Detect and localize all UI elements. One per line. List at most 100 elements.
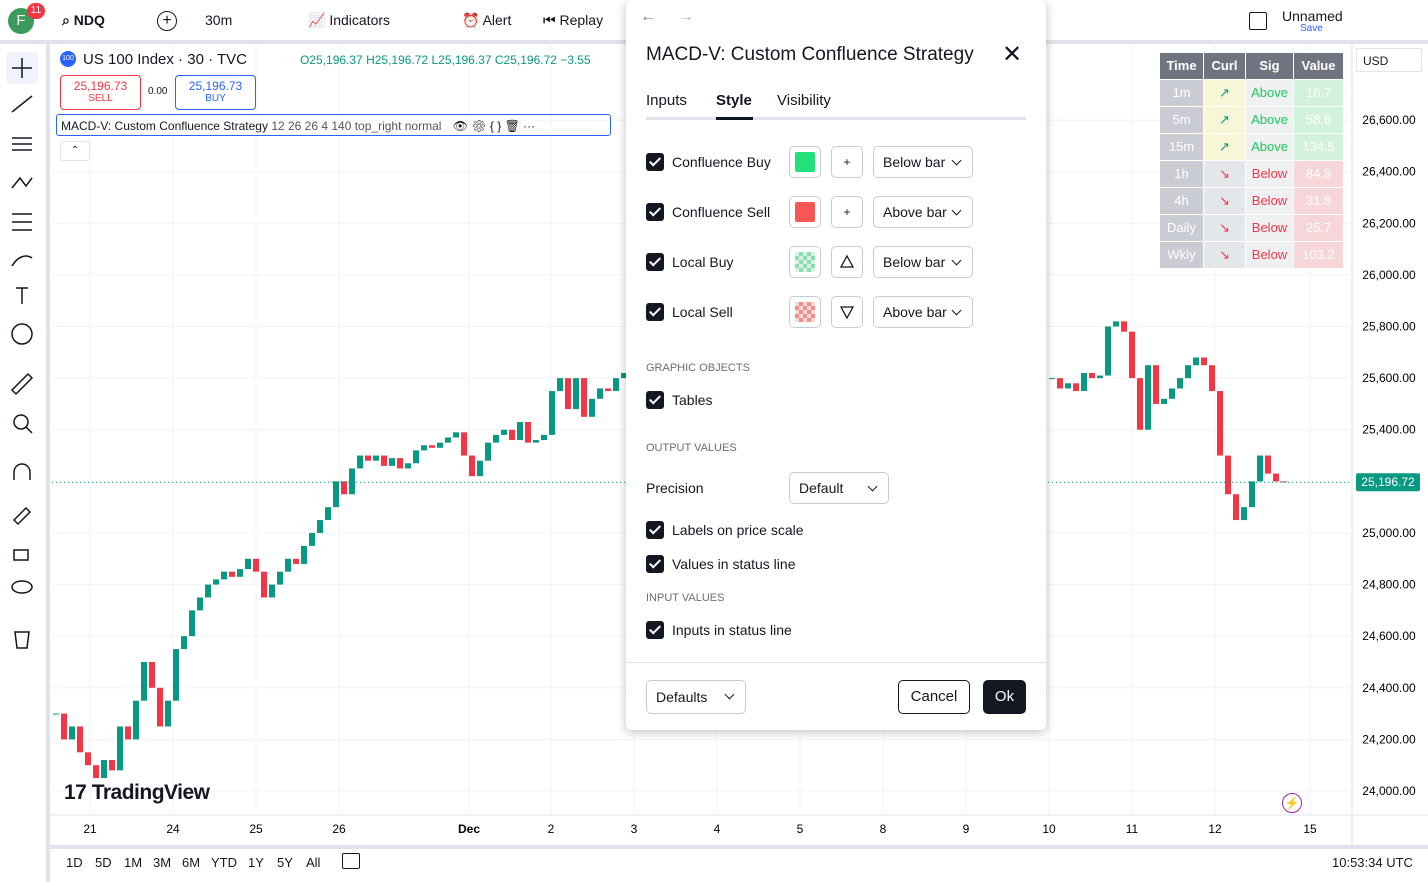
ohlc: O25,196.37 H25,196.72 L25,196.37 C25,196… <box>300 53 591 67</box>
candle <box>1153 365 1159 404</box>
x-tick-label: 2 <box>548 822 555 836</box>
candle <box>1169 388 1175 399</box>
checkbox[interactable] <box>646 555 664 573</box>
shape-select[interactable]: + <box>831 196 863 228</box>
save[interactable]: Save <box>1300 23 1323 34</box>
color-swatch[interactable] <box>789 146 821 178</box>
triangle-icon <box>839 254 855 268</box>
undo[interactable]: ← <box>640 8 656 25</box>
candle <box>501 429 507 435</box>
location-select[interactable]: Above bar <box>873 296 973 328</box>
shape-select[interactable]: + <box>831 146 863 178</box>
precision-select[interactable]: Default <box>789 472 889 504</box>
candle <box>381 455 387 466</box>
candle <box>549 391 555 435</box>
collapse[interactable]: ⌃ <box>60 141 90 161</box>
flash-icon[interactable]: ⚡ <box>1282 793 1302 813</box>
high: H25,196.72 <box>366 53 429 67</box>
option-label: Local Sell <box>672 304 733 320</box>
range-button[interactable]: 1Y <box>248 855 264 870</box>
tab[interactable]: Inputs <box>646 92 687 109</box>
ok-button[interactable]: Ok <box>983 680 1026 714</box>
close-button[interactable]: ✕ <box>1002 41 1023 68</box>
location-select[interactable]: Below bar <box>873 246 973 278</box>
checkbox[interactable] <box>646 253 664 271</box>
candle <box>1073 383 1079 392</box>
x-tick-label: 21 <box>83 822 97 836</box>
candle <box>477 460 483 477</box>
layout-icon[interactable] <box>1249 12 1267 30</box>
candle <box>133 700 139 740</box>
interval[interactable]: 30m <box>205 12 233 28</box>
location-select[interactable]: Above bar <box>873 196 973 228</box>
checkbox[interactable] <box>646 391 664 409</box>
range-button[interactable]: All <box>306 855 321 870</box>
candle <box>357 455 363 469</box>
table-cell: 134.5 <box>1294 134 1343 160</box>
replay-button[interactable]: ⏮ Replay <box>543 12 604 28</box>
range-button[interactable]: 6M <box>182 855 201 870</box>
table-cell: 1m <box>1160 80 1203 106</box>
range-button[interactable]: 3M <box>153 855 172 870</box>
sell-button[interactable]: 25,196.73 SELL <box>60 75 141 110</box>
indicator-legend[interactable]: MACD-V: Custom Confluence Strategy 12 26… <box>56 114 611 136</box>
candle <box>493 434 499 443</box>
spread: 0.00 <box>148 86 168 97</box>
checkbox[interactable] <box>646 621 664 639</box>
color-swatch[interactable] <box>789 196 821 228</box>
section-label: OUTPUT VALUES <box>646 442 737 454</box>
checkbox[interactable] <box>646 203 664 221</box>
shape-select[interactable] <box>831 296 863 328</box>
table-cell: 4h <box>1160 188 1203 214</box>
table-cell: ↘ <box>1204 215 1245 241</box>
legend-symbol[interactable]: US 100 Index · 30 · TVC <box>83 51 247 68</box>
tab[interactable]: Visibility <box>777 92 831 109</box>
date-range[interactable] <box>342 853 360 869</box>
y-tick-label: 24,800.00 <box>1362 578 1416 592</box>
candle <box>1089 372 1095 379</box>
y-tick-label: 25,600.00 <box>1362 371 1416 385</box>
range-button[interactable]: 1D <box>66 855 83 870</box>
candle <box>109 760 115 771</box>
candle <box>605 388 611 392</box>
shape-select[interactable] <box>831 246 863 278</box>
alert-button[interactable]: ⏰ Alert <box>462 12 512 28</box>
layout-name[interactable]: Unnamed <box>1282 8 1343 24</box>
location-select[interactable]: Below bar <box>873 146 973 178</box>
defaults-button[interactable]: Defaults <box>646 680 746 714</box>
candle <box>413 450 419 464</box>
candle <box>1097 375 1103 379</box>
table-cell: ↘ <box>1204 188 1245 214</box>
candle <box>405 463 411 469</box>
bottom-bar <box>50 845 1428 886</box>
cancel-button[interactable]: Cancel <box>898 680 970 714</box>
symbol-search[interactable]: ⌕ NDQ <box>62 12 105 28</box>
clock: 10:53:34 UTC <box>1332 855 1413 870</box>
table-cell: Wkly <box>1160 242 1203 268</box>
label: BUY <box>205 93 226 104</box>
checkbox[interactable] <box>646 153 664 171</box>
candle <box>1257 455 1263 482</box>
indicators-button[interactable]: 📈 Indicators <box>308 12 391 28</box>
range-button[interactable]: 5D <box>95 855 112 870</box>
drawing-tools[interactable] <box>0 44 46 664</box>
last-price-label: 25,196.72 <box>1361 475 1415 489</box>
range-button[interactable]: 5Y <box>277 855 293 870</box>
table-cell: Above <box>1246 134 1293 160</box>
color-swatch[interactable] <box>789 296 821 328</box>
tab-active[interactable]: Style <box>716 92 752 109</box>
range-button[interactable]: YTD <box>211 855 237 870</box>
range-button[interactable]: 1M <box>124 855 143 870</box>
buy-button[interactable]: 25,196.73 BUY <box>175 75 256 110</box>
currency[interactable]: USD <box>1356 48 1422 72</box>
checkbox[interactable] <box>646 303 664 321</box>
color-swatch[interactable] <box>789 246 821 278</box>
add-symbol[interactable]: + <box>157 11 177 31</box>
indicator-name: MACD-V: Custom Confluence Strategy <box>61 119 268 133</box>
candle <box>429 445 435 448</box>
checkbox[interactable] <box>646 521 664 539</box>
candle <box>269 584 275 598</box>
candle <box>525 422 531 443</box>
candle <box>421 445 427 451</box>
